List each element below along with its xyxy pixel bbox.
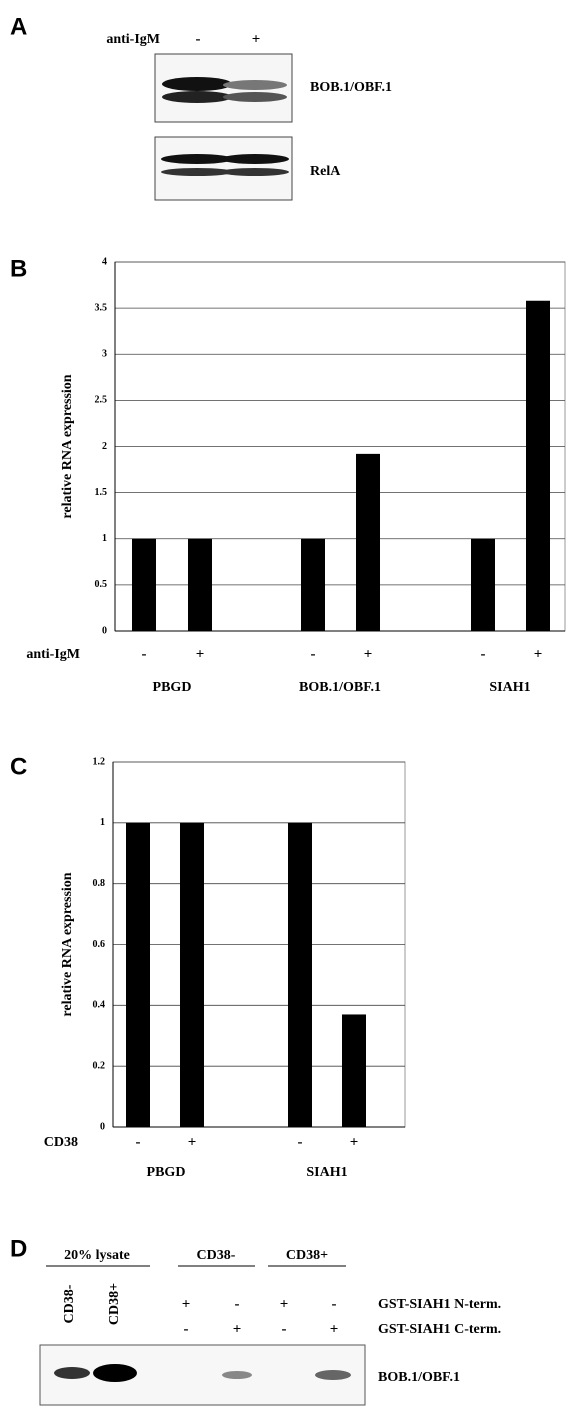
y-tick-label: 1 <box>102 533 107 544</box>
lane-sign: - <box>184 1321 189 1337</box>
lane-sign: + <box>252 31 261 47</box>
y-axis-label: relative RNA expression <box>60 872 75 1016</box>
bar <box>132 539 156 631</box>
bar <box>180 823 204 1127</box>
x-tick-label: + <box>364 646 373 662</box>
group-label: BOB.1/OBF.1 <box>299 680 381 695</box>
x-tick-label: + <box>188 1134 197 1150</box>
x-axis-label: CD38 <box>44 1135 78 1150</box>
panel-label: C <box>10 753 27 780</box>
y-tick-label: 0.8 <box>93 878 106 889</box>
treatment-label: anti-IgM <box>106 32 160 47</box>
y-tick-label: 0.6 <box>93 939 106 950</box>
group-header: CD38- <box>197 1248 236 1263</box>
x-tick-label: - <box>311 646 316 662</box>
lane-sign: - <box>235 1296 240 1312</box>
y-tick-label: 0.5 <box>95 579 108 590</box>
y-tick-label: 0.2 <box>93 1060 106 1071</box>
y-tick-label: 2 <box>102 441 107 452</box>
lane-sign: - <box>332 1296 337 1312</box>
group-header: CD38+ <box>286 1248 328 1263</box>
bar <box>126 823 150 1127</box>
y-tick-label: 0 <box>100 1121 105 1132</box>
group-label: SIAH1 <box>489 680 530 695</box>
lane-sign: - <box>282 1321 287 1337</box>
group-label: PBGD <box>147 1165 186 1180</box>
blot <box>155 54 292 122</box>
y-tick-label: 4 <box>102 256 107 267</box>
y-tick-label: 3.5 <box>95 302 108 313</box>
figure: A anti-IgM - + BOB.1/OBF.1 RelA D 20% ly… <box>0 0 569 1407</box>
panel-label: B <box>10 255 27 282</box>
lane-sign: - <box>196 31 201 47</box>
x-tick-label: - <box>136 1134 141 1150</box>
blot <box>155 137 292 200</box>
row-label: GST-SIAH1 C-term. <box>378 1322 501 1337</box>
x-tick-label: - <box>481 646 486 662</box>
x-axis-label: anti-IgM <box>26 647 80 662</box>
blot-label: RelA <box>310 164 341 179</box>
x-tick-label: - <box>142 646 147 662</box>
y-tick-label: 2.5 <box>95 395 108 406</box>
bar <box>471 539 495 631</box>
panel-label: A <box>10 13 27 40</box>
y-tick-label: 1.2 <box>93 756 106 767</box>
lysate-header: 20% lysate <box>64 1248 130 1263</box>
lane-sign: + <box>330 1321 339 1337</box>
lane-sign: + <box>280 1296 289 1312</box>
bar <box>188 539 212 631</box>
blot-label: BOB.1/OBF.1 <box>378 1370 460 1385</box>
lane-sign: + <box>182 1296 191 1312</box>
y-tick-label: 0.4 <box>93 1000 106 1011</box>
x-tick-label: + <box>350 1134 359 1150</box>
bar <box>301 539 325 631</box>
lane-label: CD38- <box>62 1284 77 1323</box>
y-tick-label: 1 <box>100 817 105 828</box>
bar <box>342 1014 366 1127</box>
blot-label: BOB.1/OBF.1 <box>310 80 392 95</box>
y-tick-label: 0 <box>102 625 107 636</box>
row-label: GST-SIAH1 N-term. <box>378 1297 501 1312</box>
x-tick-label: + <box>196 646 205 662</box>
y-tick-label: 1.5 <box>95 487 108 498</box>
panel-label: D <box>10 1235 27 1262</box>
bar <box>356 454 380 631</box>
x-tick-label: + <box>534 646 543 662</box>
y-tick-label: 3 <box>102 349 107 360</box>
blot <box>40 1345 365 1405</box>
lane-label: CD38+ <box>107 1283 122 1325</box>
y-axis-label: relative RNA expression <box>60 374 75 518</box>
lane-sign: + <box>233 1321 242 1337</box>
group-label: SIAH1 <box>306 1165 347 1180</box>
bar <box>526 301 550 631</box>
group-label: PBGD <box>153 680 192 695</box>
bar <box>288 823 312 1127</box>
x-tick-label: - <box>298 1134 303 1150</box>
